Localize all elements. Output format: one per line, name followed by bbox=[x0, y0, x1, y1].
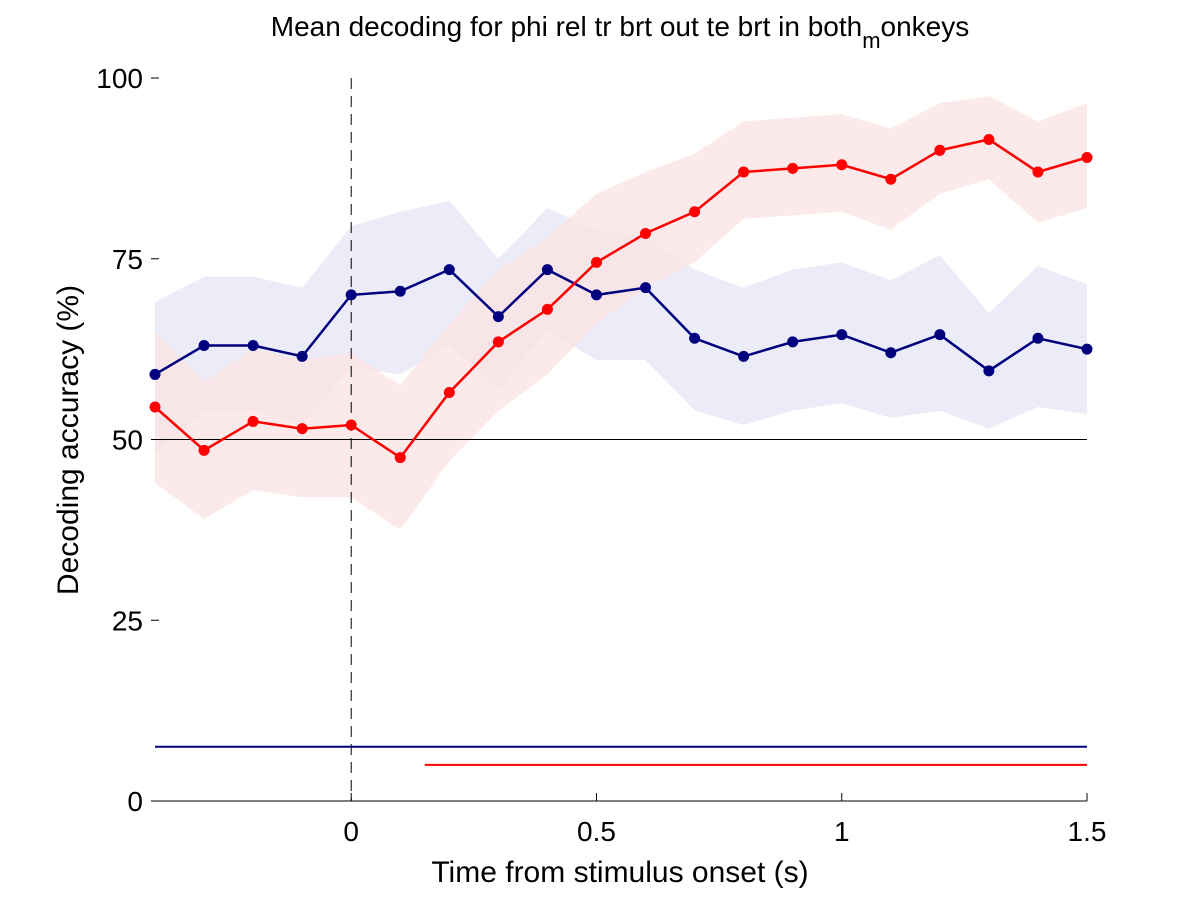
x-tick-label: 1 bbox=[834, 816, 850, 847]
y-tick-label: 25 bbox=[112, 605, 143, 636]
data-point-series-1 bbox=[836, 329, 848, 341]
x-tick-label: 0 bbox=[343, 816, 359, 847]
data-point-series-1 bbox=[198, 340, 210, 352]
data-point-series-1 bbox=[541, 264, 553, 276]
data-point-series-2 bbox=[1081, 152, 1093, 164]
series-line-1 bbox=[154, 268, 1088, 376]
data-point-series-2 bbox=[394, 452, 406, 464]
data-point-series-2 bbox=[934, 144, 946, 156]
data-point-series-1 bbox=[689, 332, 701, 344]
data-point-series-1 bbox=[1081, 343, 1093, 355]
data-point-series-2 bbox=[1032, 166, 1044, 178]
error-band-series-1 bbox=[155, 200, 1087, 454]
y-axis-label: Decoding accuracy (%) bbox=[52, 285, 85, 595]
axes: 0 0.5 1 1.5 0 25 50 75 100 bbox=[96, 63, 1106, 847]
error-band-series-2 bbox=[155, 96, 1087, 530]
data-point-series-2 bbox=[345, 419, 357, 431]
x-tick-label: 1.5 bbox=[1068, 816, 1107, 847]
data-point-series-1 bbox=[492, 311, 504, 323]
data-point-series-2 bbox=[247, 415, 259, 427]
data-point-series-1 bbox=[738, 350, 750, 362]
data-point-series-2 bbox=[590, 256, 602, 268]
data-point-series-1 bbox=[787, 336, 799, 348]
data-point-series-1 bbox=[885, 347, 897, 359]
data-point-series-2 bbox=[885, 173, 897, 185]
data-point-series-2 bbox=[640, 227, 652, 239]
series-layer bbox=[149, 133, 1093, 464]
data-point-series-1 bbox=[394, 285, 406, 297]
data-point-series-1 bbox=[345, 289, 357, 301]
data-point-series-1 bbox=[934, 329, 946, 341]
data-point-series-1 bbox=[590, 289, 602, 301]
data-point-series-2 bbox=[738, 166, 750, 178]
chart-title: Mean decoding for phi rel tr brt out te … bbox=[271, 11, 970, 53]
data-point-series-2 bbox=[149, 401, 161, 413]
series-line-2 bbox=[154, 138, 1088, 460]
y-tick-label: 50 bbox=[112, 425, 143, 456]
significance-lines bbox=[155, 745, 1087, 766]
y-tick-label: 0 bbox=[127, 786, 143, 817]
data-point-series-2 bbox=[689, 206, 701, 218]
data-point-series-2 bbox=[296, 423, 308, 435]
data-point-series-2 bbox=[492, 336, 504, 348]
data-point-series-1 bbox=[640, 282, 652, 294]
chart-title-main: Mean decoding for phi rel tr brt out te … bbox=[271, 11, 862, 42]
y-tick-label: 75 bbox=[112, 244, 143, 275]
data-point-series-2 bbox=[443, 387, 455, 399]
error-bands bbox=[155, 96, 1087, 530]
chart-title-subscript: m bbox=[862, 28, 880, 53]
data-point-series-2 bbox=[983, 133, 995, 145]
x-tick-label: 0.5 bbox=[577, 816, 616, 847]
data-point-series-1 bbox=[443, 264, 455, 276]
data-point-series-2 bbox=[836, 159, 848, 171]
x-axis-label: Time from stimulus onset (s) bbox=[431, 856, 808, 889]
data-point-series-1 bbox=[149, 368, 161, 380]
data-point-series-2 bbox=[198, 444, 210, 456]
reference-lines bbox=[155, 78, 1087, 801]
data-point-series-2 bbox=[541, 303, 553, 315]
data-point-series-1 bbox=[296, 350, 308, 362]
data-point-series-1 bbox=[247, 340, 259, 352]
data-point-series-1 bbox=[1032, 332, 1044, 344]
data-point-series-2 bbox=[787, 162, 799, 174]
y-tick-label: 100 bbox=[96, 63, 143, 94]
data-point-series-1 bbox=[983, 365, 995, 377]
chart-title-suffix: onkeys bbox=[881, 11, 970, 42]
